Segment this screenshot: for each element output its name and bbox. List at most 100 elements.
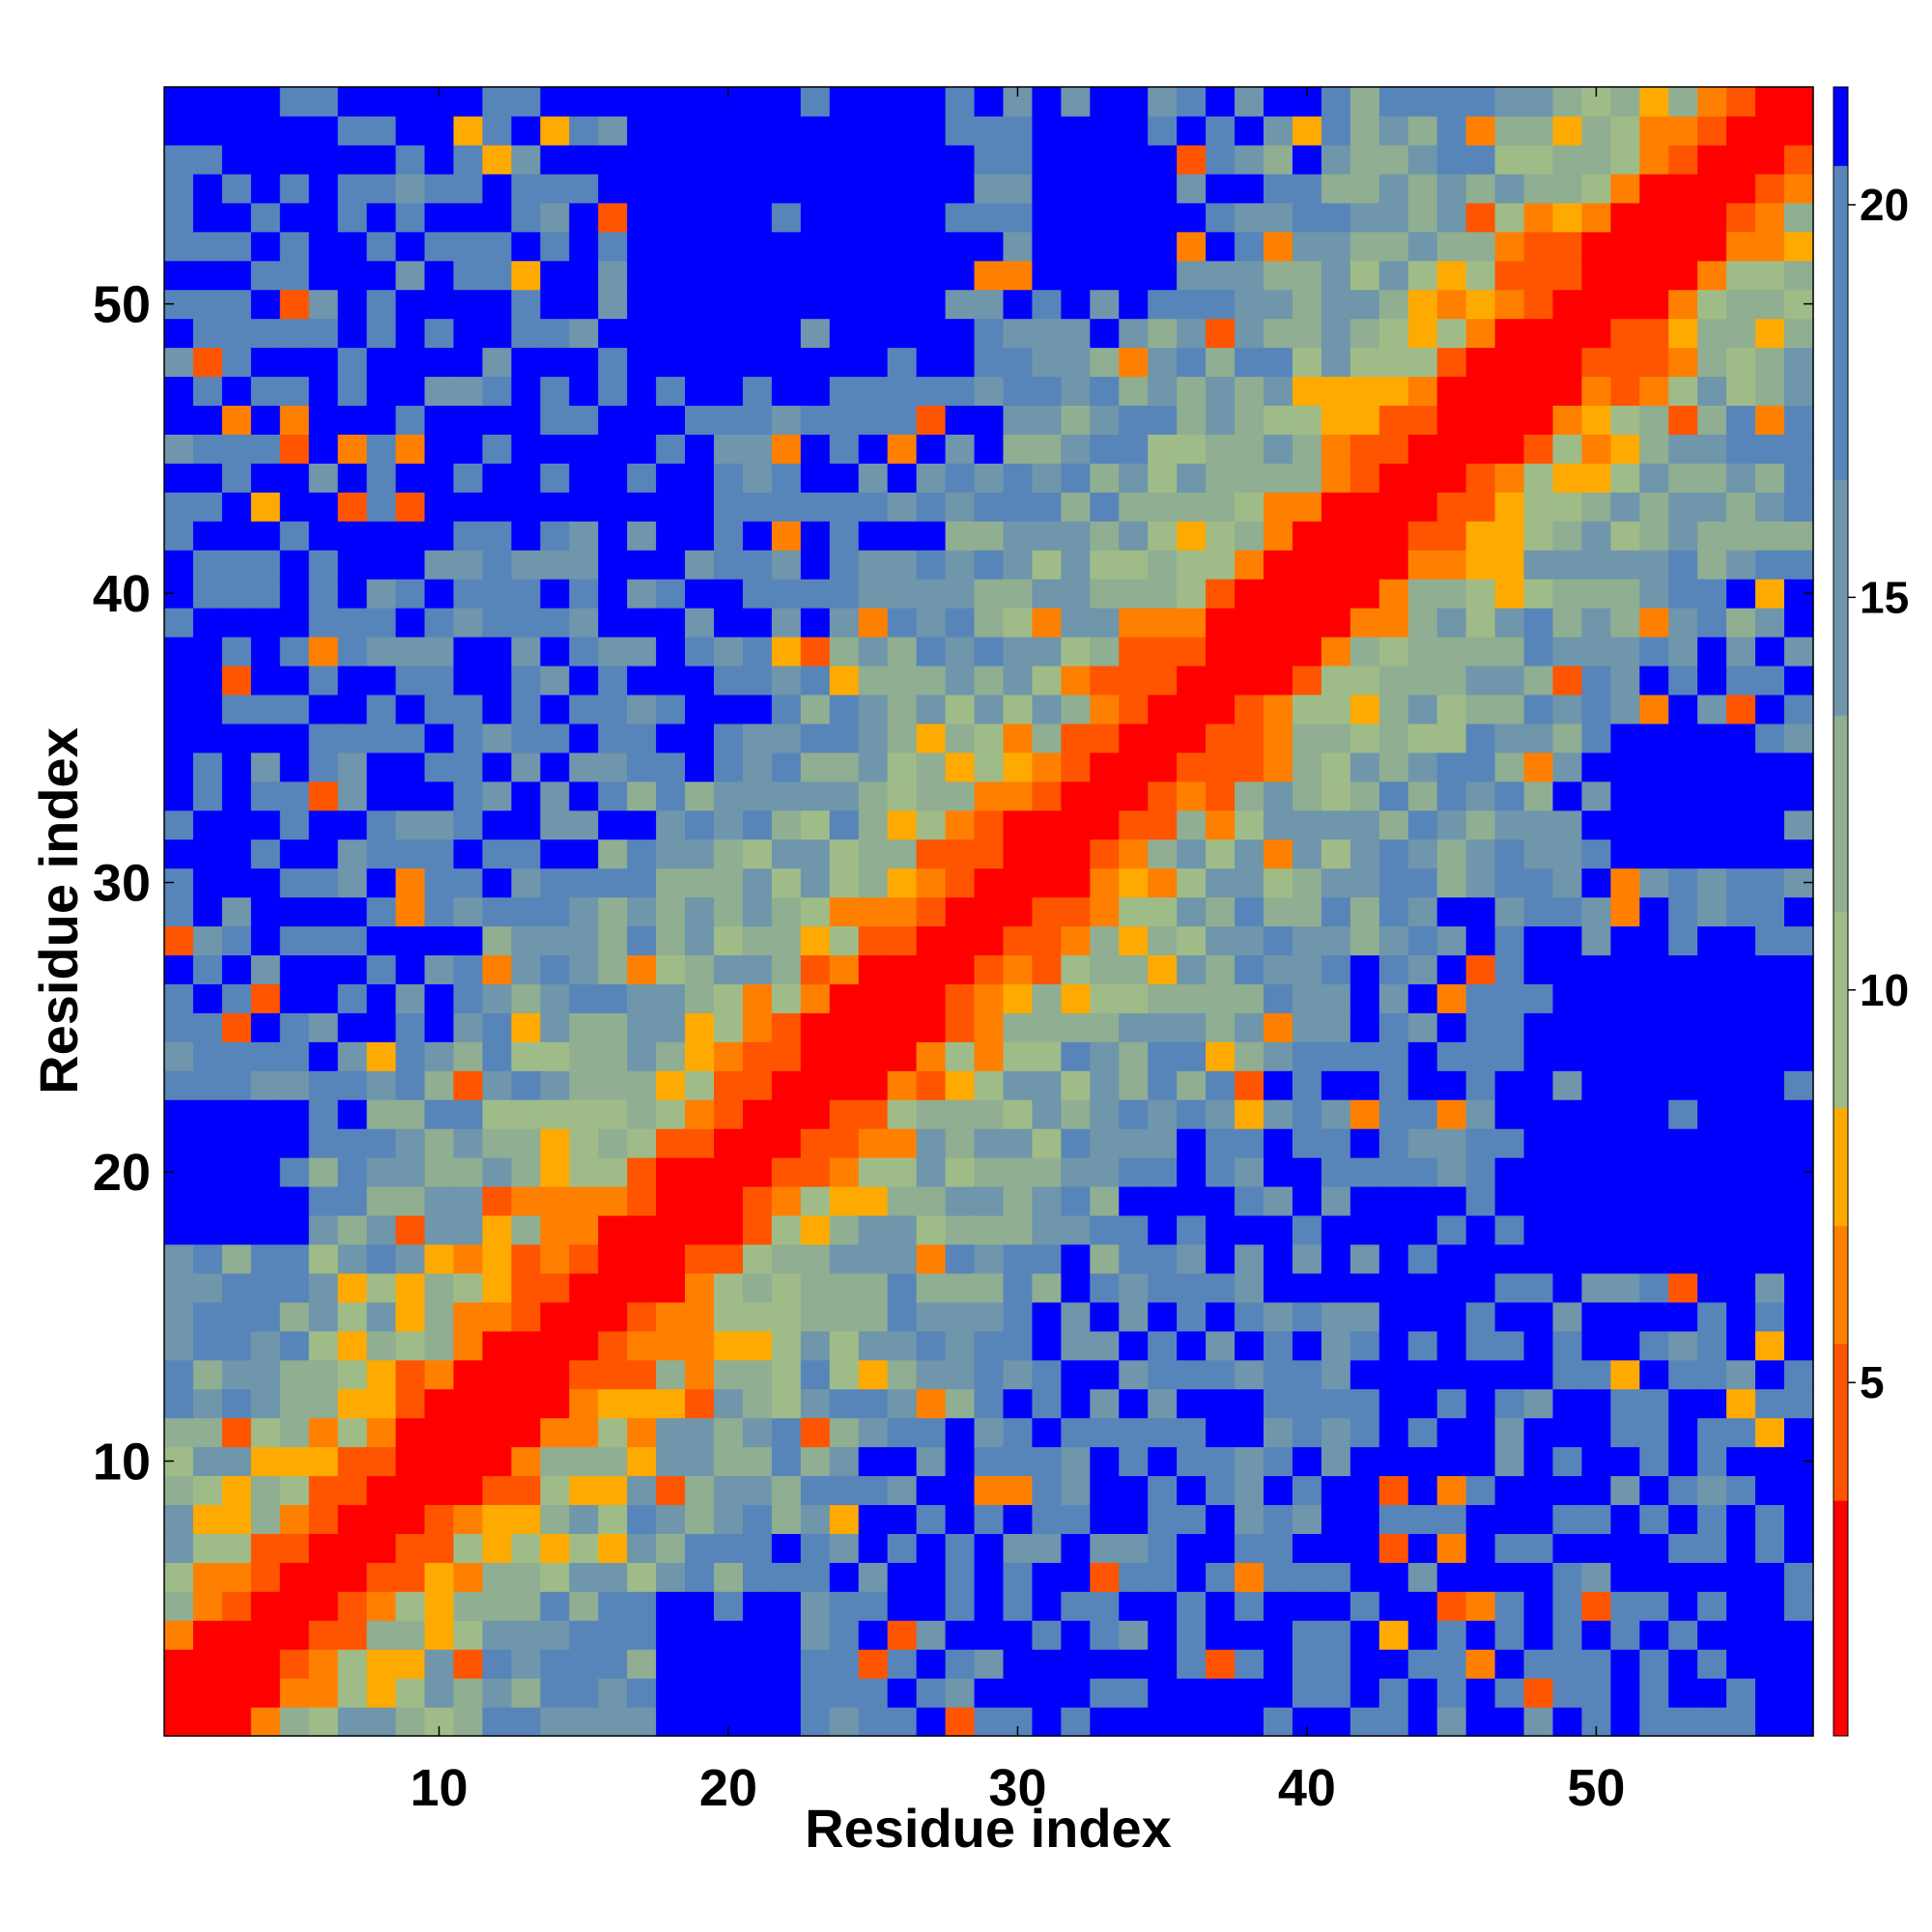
heatmap-cell <box>1755 115 1785 146</box>
heatmap-cell <box>1697 1678 1727 1708</box>
heatmap-cell <box>714 1475 744 1506</box>
heatmap-cell <box>482 1041 512 1071</box>
heatmap-cell <box>424 1475 455 1506</box>
heatmap-cell <box>858 347 889 378</box>
heatmap-cell <box>685 1272 715 1303</box>
heatmap-cell <box>569 521 599 551</box>
heatmap-cell <box>1061 1330 1091 1361</box>
heatmap-cell <box>221 925 252 956</box>
heatmap-cell <box>974 867 1005 898</box>
heatmap-cell <box>1494 1157 1525 1187</box>
heatmap-cell <box>395 1417 426 1448</box>
heatmap-cell <box>1292 867 1322 898</box>
heatmap-cell <box>974 492 1005 522</box>
heatmap-cell <box>1090 1446 1120 1477</box>
heatmap-cell <box>627 838 657 869</box>
heatmap-cell <box>1264 896 1293 927</box>
heatmap-cell <box>858 838 889 869</box>
heatmap-cell <box>1003 1214 1034 1245</box>
heatmap-cell <box>627 637 657 667</box>
heatmap-cell <box>656 1157 686 1187</box>
heatmap-cell <box>685 144 715 175</box>
heatmap-cell <box>1639 347 1669 378</box>
heatmap-cell <box>1755 347 1785 378</box>
heatmap-cell <box>916 115 947 146</box>
heatmap-cell <box>1581 1157 1611 1187</box>
heatmap-cell <box>1523 752 1554 782</box>
heatmap-cell <box>540 405 570 435</box>
heatmap-cell <box>858 637 889 667</box>
heatmap-cell <box>1494 896 1525 927</box>
heatmap-cell <box>1321 896 1351 927</box>
heatmap-cell <box>511 781 541 811</box>
heatmap-cell <box>192 376 223 407</box>
heatmap-cell <box>974 115 1005 146</box>
heatmap-cell <box>1523 1707 1554 1737</box>
heatmap-cell <box>221 954 252 984</box>
heatmap-cell <box>1668 896 1698 927</box>
heatmap-cell <box>1321 1533 1351 1563</box>
heatmap-cell <box>1032 838 1062 869</box>
heatmap-cell <box>1264 1591 1293 1621</box>
heatmap-cell <box>1235 1591 1264 1621</box>
heatmap-cell <box>916 1128 947 1158</box>
heatmap-cell <box>887 838 918 869</box>
heatmap-cell <box>1697 434 1727 464</box>
heatmap-cell <box>1148 1243 1178 1274</box>
heatmap-cell <box>1697 550 1727 580</box>
heatmap-cell <box>1610 1243 1640 1274</box>
heatmap-cell <box>279 1562 310 1592</box>
heatmap-cell <box>1090 1678 1120 1708</box>
heatmap-cell <box>714 202 744 233</box>
heatmap-cell <box>337 202 368 233</box>
heatmap-cell <box>1292 1099 1322 1129</box>
heatmap-cell <box>1668 1446 1698 1477</box>
heatmap-cell <box>771 87 802 117</box>
heatmap-cell <box>1061 665 1091 696</box>
heatmap-cell <box>627 87 657 117</box>
heatmap-cell <box>1726 1012 1756 1042</box>
heatmap-cell <box>1465 608 1496 638</box>
heatmap-cell <box>1610 202 1640 233</box>
heatmap-cell <box>858 983 889 1013</box>
heatmap-cell <box>250 1041 281 1071</box>
heatmap-cell <box>482 694 512 724</box>
heatmap-cell <box>1148 1012 1178 1042</box>
heatmap-cell <box>974 260 1005 291</box>
heatmap-cell <box>1494 1301 1525 1332</box>
heatmap-cell <box>1206 1214 1236 1245</box>
heatmap-cell <box>1436 1504 1467 1534</box>
heatmap-cell <box>424 434 455 464</box>
heatmap-cell <box>1726 1678 1756 1708</box>
heatmap-cell <box>800 954 831 984</box>
heatmap-cell <box>569 492 599 522</box>
heatmap-cell <box>656 1504 686 1534</box>
heatmap-cell <box>829 1330 860 1361</box>
heatmap-cell <box>1755 1562 1785 1592</box>
heatmap-cell <box>1465 405 1496 435</box>
heatmap-cell <box>1061 173 1091 204</box>
heatmap-cell <box>974 173 1005 204</box>
heatmap-cell <box>1350 1330 1380 1361</box>
heatmap-cell <box>1206 1678 1236 1708</box>
heatmap-cell <box>308 115 339 146</box>
heatmap-cell <box>1264 608 1293 638</box>
heatmap-cell <box>279 925 310 956</box>
heatmap-cell <box>569 87 599 117</box>
heatmap-cell <box>1350 1186 1380 1216</box>
heatmap-cell <box>1177 1388 1207 1419</box>
heatmap-cell <box>395 579 426 609</box>
heatmap-cell <box>1321 665 1351 696</box>
heatmap-cell <box>1235 665 1264 696</box>
heatmap-cell <box>1235 550 1264 580</box>
heatmap-cell <box>1264 1157 1293 1187</box>
heatmap-cell <box>1494 810 1525 840</box>
heatmap-cell <box>1321 1128 1351 1158</box>
heatmap-cell <box>1407 550 1438 580</box>
heatmap-cell <box>627 1128 657 1158</box>
heatmap-cell <box>1523 810 1554 840</box>
heatmap-cell <box>685 665 715 696</box>
heatmap-cell <box>366 202 397 233</box>
heatmap-cell <box>1436 896 1467 927</box>
heatmap-cell <box>598 289 628 320</box>
